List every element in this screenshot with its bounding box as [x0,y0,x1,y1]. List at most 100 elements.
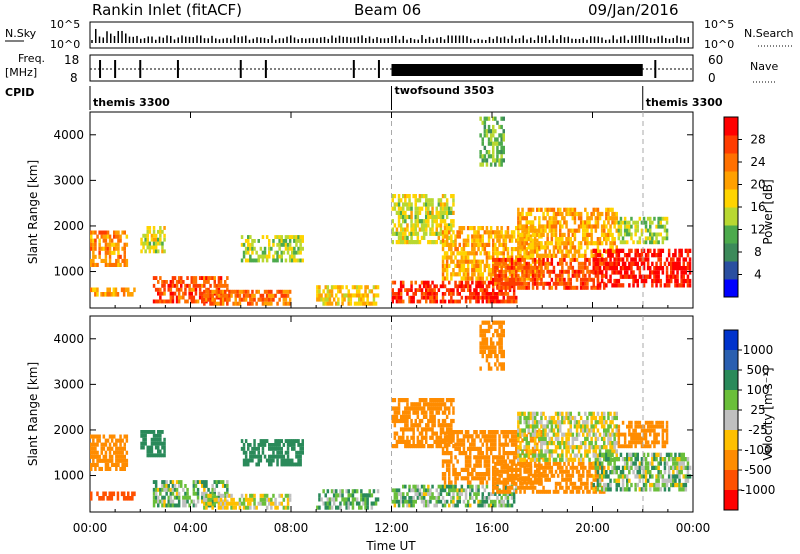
echo-cell [282,250,286,255]
echo-cell [538,420,541,425]
y-tick-label: 2000 [53,219,84,233]
echo-cell [397,435,401,440]
echo-cell [510,230,514,235]
echo-cell [586,469,589,474]
echo-cell [441,276,445,281]
echo-cell [106,262,110,267]
echo-cell [402,414,405,419]
echo-cell [536,477,539,482]
echo-cell [211,289,214,294]
echo-cell [435,223,438,228]
echo-cell [575,257,579,262]
echo-cell [632,278,635,284]
echo-cell [402,231,405,236]
echo-cell [550,436,554,441]
echo-cell [161,487,164,492]
echo-cell [435,210,438,215]
echo-cell [479,268,482,273]
echo-cell [483,158,487,163]
echo-cell [399,299,403,304]
echo-cell [217,505,221,510]
echo-cell [485,299,489,304]
echo-cell [301,439,304,443]
echo-cell [521,269,524,274]
echo-cell [244,246,248,251]
echo-cell [502,446,505,451]
echo-cell [533,453,537,458]
echo-cell [418,198,422,203]
echo-cell [519,265,522,270]
echo-cell [420,288,424,292]
echo-cell [454,242,457,247]
echo-cell [456,459,459,464]
echo-cell [630,224,633,229]
echo-cell [527,251,531,256]
echo-cell [92,462,95,467]
echo-cell [515,263,518,268]
echo-cell [510,284,514,289]
echo-cell [487,476,491,481]
echo-cell [515,451,518,456]
echo-cell [665,266,669,271]
echo-cell [102,446,106,451]
echo-cell [217,280,221,284]
echo-cell [186,487,189,492]
echo-cell [561,411,564,416]
echo-cell [519,441,522,446]
echo-cell [242,446,246,451]
echo-cell [205,276,208,280]
echo-cell [196,480,200,484]
echo-cell [211,503,214,508]
echo-cell [263,454,267,459]
echo-cell [286,446,290,451]
echo-cell [592,253,595,258]
echo-cell [642,278,646,284]
echo-cell [288,493,292,498]
echo-cell [349,493,353,498]
echo-cell [427,499,430,504]
echo-cell [579,477,583,482]
echo-cell [498,459,501,464]
echo-cell [154,276,158,280]
echo-cell [575,445,579,450]
echo-cell [510,496,514,500]
echo-cell [234,293,237,298]
echo-cell [184,291,187,296]
echo-cell [443,292,447,296]
echo-cell [561,469,564,474]
echo-cell [404,227,407,232]
echo-cell [623,274,627,279]
echo-cell [609,245,612,250]
echo-cell [546,281,549,286]
echo-cell [577,461,581,466]
echo-cell [366,297,369,302]
echo-cell [253,454,256,459]
echo-cell [462,499,466,504]
echo-cell [561,257,564,262]
echo-cell [100,458,103,463]
echo-cell [492,145,495,150]
echo-cell [422,414,426,419]
echo-cell [293,250,296,255]
echo-cell [536,242,539,247]
echo-cell [473,467,476,472]
echo-cell [592,489,595,494]
echo-cell [483,129,487,134]
echo-cell [448,434,451,439]
echo-cell [510,473,514,478]
echo-cell [469,472,472,477]
echo-cell [364,301,367,306]
echo-cell [584,281,587,286]
echo-cell [577,489,581,494]
echo-cell [265,497,269,502]
echo-cell [452,251,455,256]
echo-cell [420,406,424,411]
echo-cell [148,445,152,450]
echo-cell [630,257,633,262]
echo-cell [533,436,537,441]
echo-cell [464,276,468,281]
echo-cell [265,493,269,498]
echo-cell [502,133,505,138]
echo-cell [429,418,432,424]
echo-cell [498,261,501,266]
